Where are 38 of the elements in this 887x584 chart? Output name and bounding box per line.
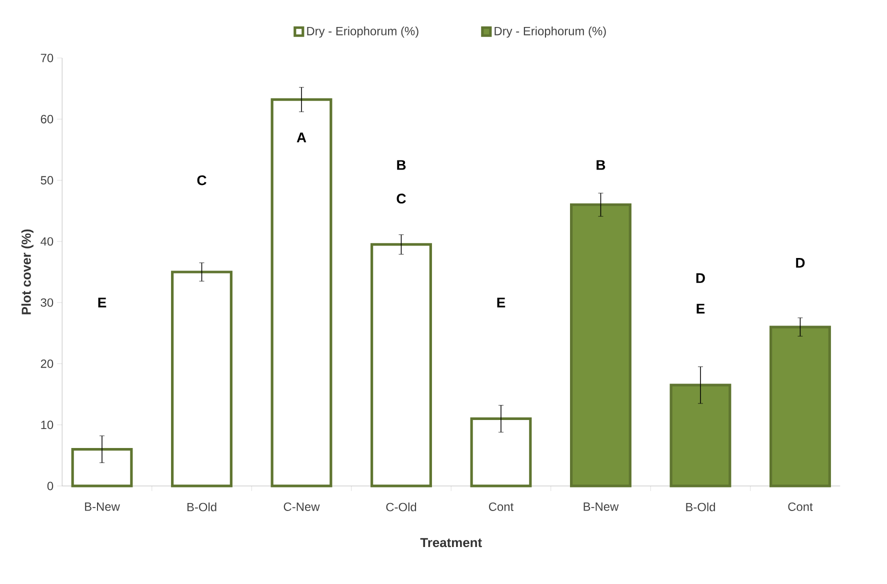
y-tick-label: 10 bbox=[41, 420, 54, 430]
y-tick-label: 0 bbox=[47, 482, 54, 490]
x-tick-label: Cont bbox=[488, 502, 514, 511]
bar bbox=[670, 384, 732, 488]
x-axis-title: Treatment bbox=[420, 538, 482, 548]
annotation: A bbox=[296, 132, 306, 142]
x-tick-label: B-Old bbox=[187, 502, 216, 512]
annotation: C bbox=[197, 175, 206, 186]
x-tick-label: C-New bbox=[284, 502, 320, 511]
bar bbox=[370, 243, 432, 488]
y-axis-title: Plot cover (%) bbox=[21, 229, 34, 314]
annotation: D bbox=[696, 273, 705, 283]
y-tick-label: 40 bbox=[40, 237, 54, 246]
annotation: C bbox=[396, 194, 406, 204]
y-tick-label: 50 bbox=[40, 176, 54, 184]
annotation: E bbox=[497, 298, 506, 308]
y-tick-label: 60 bbox=[40, 114, 54, 124]
bar bbox=[769, 326, 831, 488]
legend-label: Dry - Eriophorum (%) bbox=[494, 26, 606, 38]
y-tick-label: 30 bbox=[40, 298, 54, 307]
x-tick-label: B-New bbox=[85, 502, 120, 511]
annotation: E bbox=[696, 304, 705, 314]
bar bbox=[570, 203, 632, 488]
y-tick-label: 20 bbox=[40, 359, 54, 368]
bar bbox=[270, 98, 332, 488]
x-tick-label: Cont bbox=[788, 502, 813, 511]
x-tick-label: C-Old bbox=[386, 502, 416, 512]
legend-label: Dry - Eriophorum (%) bbox=[307, 26, 418, 38]
annotation: D bbox=[796, 258, 805, 268]
annotation: E bbox=[98, 298, 106, 308]
bar bbox=[71, 448, 133, 488]
x-tick-label: B-New bbox=[584, 502, 619, 511]
bar bbox=[470, 417, 532, 488]
x-tick-label: B-Old bbox=[686, 502, 715, 512]
annotation: B bbox=[596, 160, 606, 170]
annotation: B bbox=[397, 160, 406, 170]
bar bbox=[171, 270, 232, 488]
y-tick-label: 70 bbox=[40, 54, 54, 62]
